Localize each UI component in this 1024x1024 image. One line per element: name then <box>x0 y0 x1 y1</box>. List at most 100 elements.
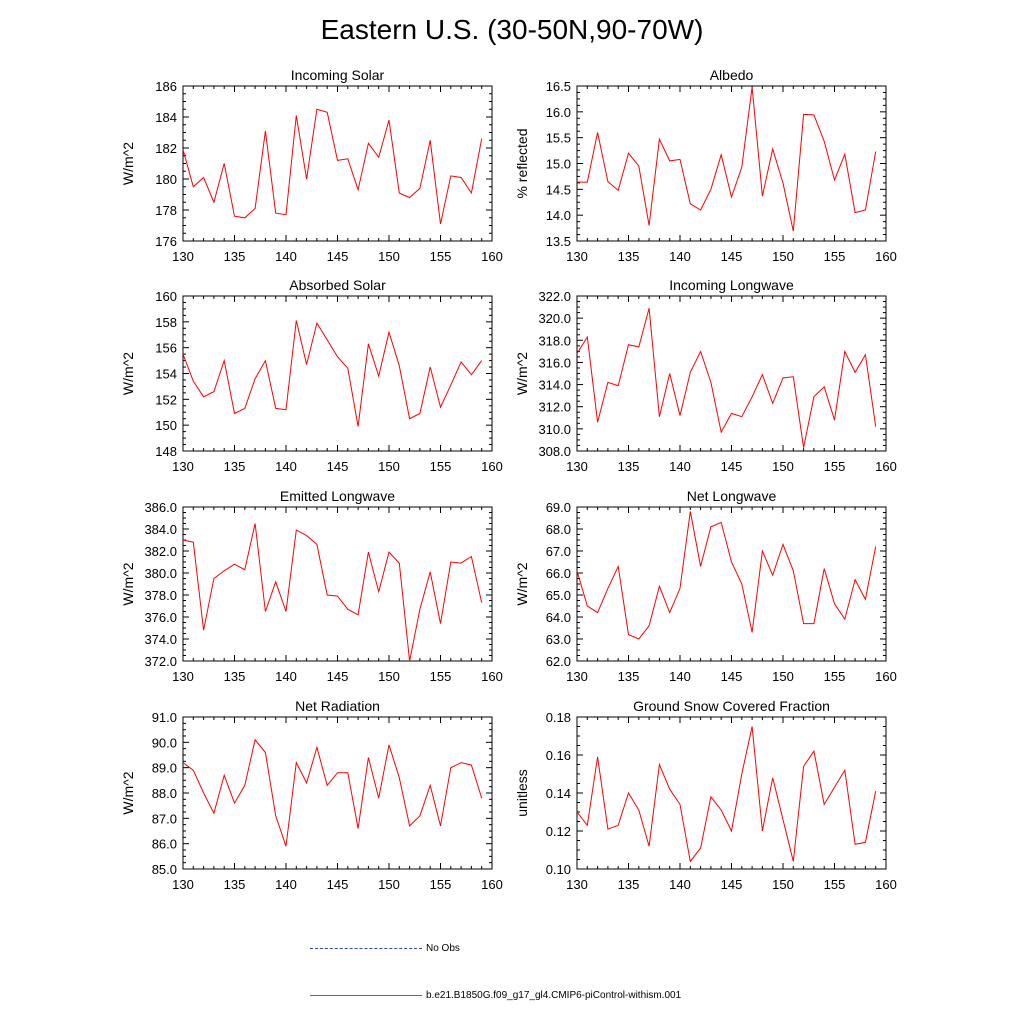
x-tick-label: 140 <box>669 669 691 684</box>
panel-title: Albedo <box>710 67 754 83</box>
y-tick-label: 68.0 <box>546 522 571 537</box>
x-tick-label: 135 <box>224 249 246 264</box>
y-tick-label: 63.0 <box>546 632 571 647</box>
y-tick-label: 90.0 <box>152 735 177 750</box>
panel-title: Net Radiation <box>295 698 380 714</box>
y-tick-label: 88.0 <box>152 786 177 801</box>
x-tick-label: 130 <box>172 877 194 892</box>
y-tick-label: 320.0 <box>538 311 571 326</box>
x-tick-label: 150 <box>772 669 794 684</box>
x-tick-label: 135 <box>618 877 640 892</box>
y-tick-label: 152 <box>155 392 177 407</box>
x-tick-label: 135 <box>618 249 640 264</box>
y-tick-label: 85.0 <box>152 862 177 877</box>
y-axis-label: unitless <box>514 769 530 816</box>
y-tick-label: 0.12 <box>546 824 571 839</box>
panel-title: Incoming Solar <box>291 67 385 83</box>
y-tick-label: 0.16 <box>546 748 571 763</box>
x-tick-label: 130 <box>566 877 588 892</box>
y-tick-label: 184 <box>155 110 177 125</box>
plot-frame <box>576 295 887 452</box>
x-tick-label: 130 <box>172 669 194 684</box>
plot-frame <box>576 506 887 662</box>
x-tick-label: 160 <box>875 459 897 474</box>
x-tick-label: 150 <box>772 459 794 474</box>
y-tick-label: 14.5 <box>546 182 571 197</box>
figure-title: Eastern U.S. (30-50N,90-70W) <box>320 14 704 45</box>
x-tick-label: 145 <box>327 669 349 684</box>
x-tick-label: 150 <box>772 877 794 892</box>
y-tick-label: 64.0 <box>546 610 571 625</box>
plot-frame <box>576 85 887 242</box>
panel-incoming-longwave: 130 135 140 145 150 155 160 308.0 310.0 312.0 314.… <box>514 277 897 474</box>
y-tick-label: 180 <box>155 172 177 187</box>
x-tick-label: 160 <box>875 669 897 684</box>
plot-frame <box>576 716 887 870</box>
x-tick-label: 130 <box>172 459 194 474</box>
y-tick-label: 322.0 <box>538 289 571 304</box>
x-tick-label: 135 <box>618 459 640 474</box>
x-tick-label: 140 <box>275 249 297 264</box>
x-tick-label: 160 <box>875 877 897 892</box>
y-tick-label: 69.0 <box>546 500 571 515</box>
x-tick-label: 145 <box>721 669 743 684</box>
x-tick-label: 160 <box>481 459 503 474</box>
x-tick-label: 160 <box>481 669 503 684</box>
y-tick-label: 15.0 <box>546 157 571 172</box>
x-tick-label: 135 <box>224 669 246 684</box>
x-tick-label: 150 <box>378 459 400 474</box>
plot-frame <box>182 506 493 662</box>
y-tick-label: 91.0 <box>152 710 177 725</box>
x-tick-label: 140 <box>669 877 691 892</box>
y-tick-label: 66.0 <box>546 566 571 581</box>
y-tick-label: 154 <box>155 367 177 382</box>
y-tick-label: 89.0 <box>152 761 177 776</box>
model-line-swatch <box>310 995 422 996</box>
y-tick-label: 0.14 <box>546 786 571 801</box>
y-tick-label: 378.0 <box>144 588 177 603</box>
panel-title: Net Longwave <box>687 488 777 504</box>
panel-net-longwave: 130 135 140 145 150 155 160 62.0 63.0 64.0 65.0 66.… <box>514 488 897 684</box>
panel-albedo: 130 135 140 145 150 155 160 13.5 14.0 14.5 15.0 15.… <box>514 67 897 264</box>
x-tick-label: 130 <box>566 669 588 684</box>
y-tick-label: 372.0 <box>144 654 177 669</box>
y-tick-label: 15.5 <box>546 131 571 146</box>
plot-frame <box>182 716 493 870</box>
x-tick-label: 145 <box>327 249 349 264</box>
x-tick-label: 140 <box>669 249 691 264</box>
y-tick-label: 186 <box>155 79 177 94</box>
series-line <box>182 523 483 662</box>
x-tick-label: 140 <box>275 669 297 684</box>
y-tick-label: 87.0 <box>152 811 177 826</box>
panel-title: Ground Snow Covered Fraction <box>633 698 830 714</box>
y-tick-label: 374.0 <box>144 632 177 647</box>
series-line <box>182 108 483 225</box>
y-axis-label: W/m^2 <box>120 562 136 605</box>
y-tick-label: 86.0 <box>152 837 177 852</box>
y-axis-label: W/m^2 <box>514 352 530 395</box>
y-tick-label: 13.5 <box>546 234 571 249</box>
x-tick-label: 155 <box>430 249 452 264</box>
y-tick-label: 318.0 <box>538 333 571 348</box>
x-tick-label: 160 <box>875 249 897 264</box>
panel-emitted-longwave: 130 135 140 145 150 155 160 372.0 374.0 376.0 378.… <box>120 488 503 684</box>
y-tick-label: 16.5 <box>546 79 571 94</box>
series-line <box>577 86 877 232</box>
obs-line-swatch <box>310 948 422 949</box>
y-tick-label: 176 <box>155 234 177 249</box>
panel-incoming-solar: 130 135 140 145 150 155 160 176 178 180 182 184 186 I… <box>120 67 503 264</box>
y-tick-label: 386.0 <box>144 500 177 515</box>
x-tick-label: 130 <box>172 249 194 264</box>
series-line <box>182 738 483 847</box>
y-tick-label: 314.0 <box>538 378 571 393</box>
series-line <box>576 726 877 863</box>
x-tick-label: 145 <box>327 877 349 892</box>
x-tick-label: 140 <box>275 459 297 474</box>
y-tick-label: 382.0 <box>144 544 177 559</box>
x-tick-label: 145 <box>721 459 743 474</box>
y-axis-label: W/m^2 <box>120 771 136 814</box>
panel-title: Absorbed Solar <box>289 277 386 293</box>
x-tick-label: 155 <box>824 459 846 474</box>
y-tick-label: 384.0 <box>144 522 177 537</box>
y-tick-label: 312.0 <box>538 400 571 415</box>
